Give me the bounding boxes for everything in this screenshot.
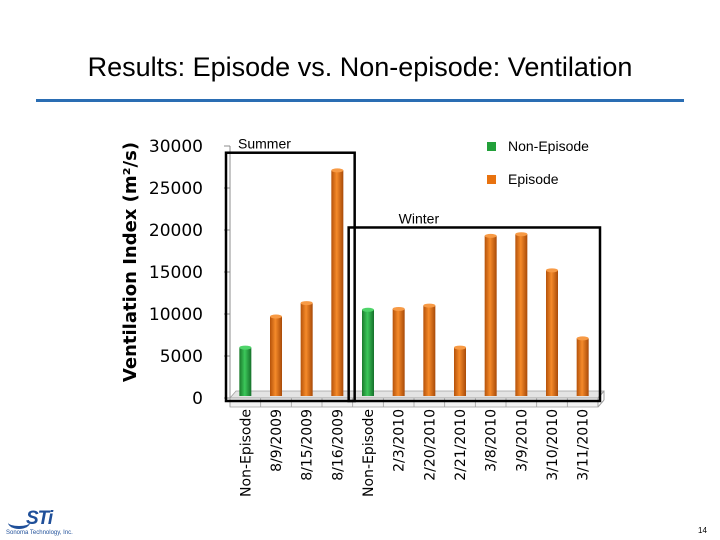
legend-label-episode: Episode (508, 171, 559, 187)
logo-text: Sonoma Technology, Inc. (6, 530, 73, 536)
x-tick-label: Non-Episode (361, 409, 377, 497)
page-number: 14 (698, 526, 707, 535)
bar-cap (239, 345, 252, 350)
bar (270, 314, 282, 396)
bar-body (454, 347, 466, 396)
x-tick-label: 2/3/2010 (392, 409, 408, 472)
y-tick-label: 10000 (149, 305, 203, 325)
x-tick-label: 8/15/2009 (300, 409, 316, 481)
bar-body (331, 170, 344, 396)
bar-cap (423, 303, 436, 308)
x-tick-label: 2/21/2010 (453, 409, 469, 481)
bar-body (546, 270, 558, 396)
x-tick-label: 2/20/2010 (422, 409, 438, 481)
bar-body (576, 338, 589, 396)
bar-body (423, 305, 436, 396)
group-label-summer: Summer (238, 136, 291, 152)
bar-cap (270, 314, 282, 319)
bar (484, 233, 497, 396)
bar-cap (300, 301, 313, 306)
bar-cap (484, 233, 497, 238)
logo-mark: STi (26, 508, 53, 529)
title-underline (36, 99, 684, 102)
x-tick-label: 8/16/2009 (330, 409, 346, 481)
y-tick-label: 0 (192, 389, 203, 409)
bar (423, 303, 436, 396)
group-box-summer (224, 151, 356, 403)
bar (546, 268, 558, 396)
bar-cap (546, 268, 558, 273)
y-tick-label: 30000 (149, 137, 203, 157)
bar (362, 307, 374, 396)
bar-body (362, 309, 374, 396)
bar (300, 301, 313, 396)
x-tick-label: 3/8/2010 (484, 409, 500, 472)
x-tick-label: 8/9/2009 (269, 409, 285, 472)
y-tick-label: 25000 (149, 179, 203, 199)
bar-body (484, 235, 497, 396)
legend-swatch-episode (487, 175, 496, 184)
x-tick-label: 3/10/2010 (545, 409, 561, 481)
y-tick-label: 5000 (160, 347, 203, 367)
bar-cap (392, 306, 405, 311)
group-label-winter: Winter (399, 210, 440, 226)
chart-floor-edge (597, 399, 605, 408)
group-box-winter (347, 226, 602, 403)
bar-body (515, 234, 528, 396)
y-tick-label: 20000 (149, 221, 203, 241)
y-axis-title: Ventilation Index (m²/s) (120, 142, 141, 382)
bar (392, 306, 405, 396)
bar (576, 336, 589, 396)
x-tick-label: 3/11/2010 (576, 409, 592, 481)
bar (239, 345, 252, 396)
logo-swoosh-icon (8, 516, 30, 529)
bar-body (239, 347, 252, 396)
slide-title: Results: Episode vs. Non-episode: Ventil… (87, 52, 633, 82)
company-logo: STi Sonoma Technology, Inc. (6, 508, 88, 538)
bar-cap (576, 336, 589, 341)
x-tick-label: 3/9/2010 (514, 409, 530, 472)
legend-label-non-episode: Non-Episode (508, 138, 589, 154)
bar-cap (331, 168, 344, 173)
bar-body (270, 316, 282, 396)
bar-cap (454, 345, 466, 350)
y-tick-label: 15000 (149, 263, 203, 283)
x-tick-label: Non-Episode (238, 409, 254, 497)
bar-cap (362, 307, 374, 312)
bar (331, 168, 344, 396)
bar-cap (515, 232, 528, 237)
legend-swatch-non-episode (487, 142, 496, 151)
bar (454, 345, 466, 396)
bar-body (392, 308, 405, 396)
bar-body (300, 303, 313, 396)
bar (515, 232, 528, 396)
